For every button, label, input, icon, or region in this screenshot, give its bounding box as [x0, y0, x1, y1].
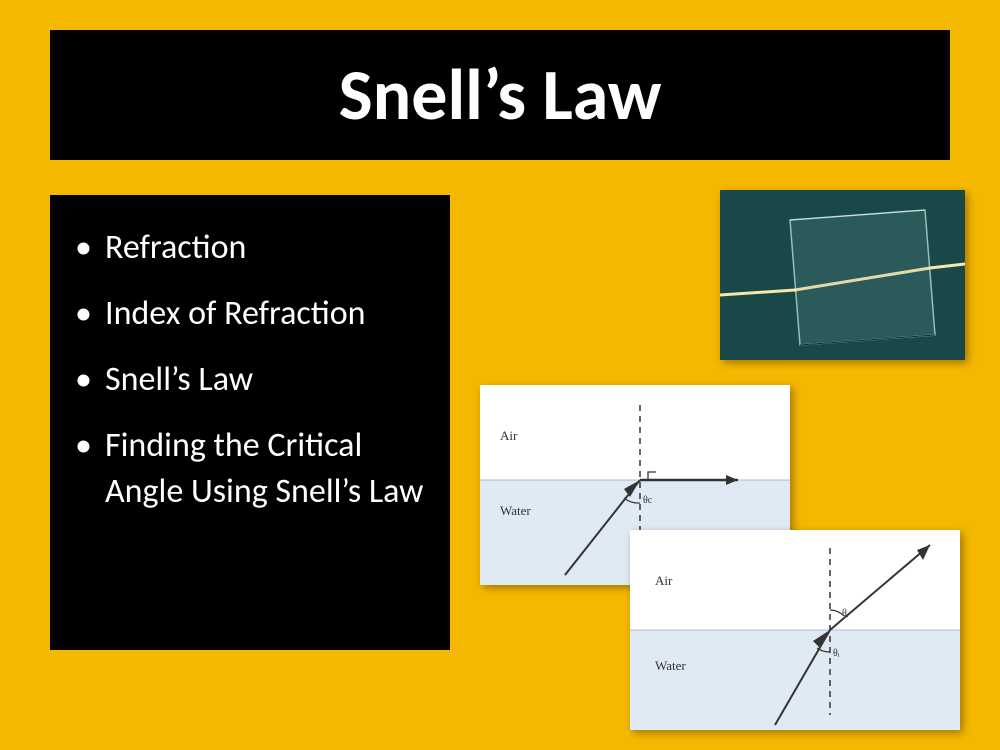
water-region: [630, 630, 960, 730]
water-label: Water: [500, 503, 531, 518]
air-label: Air: [500, 428, 518, 443]
list-item: Index of Refraction: [75, 291, 425, 337]
air-label: Air: [655, 573, 673, 588]
theta-r-label: θᵣ: [842, 608, 850, 619]
water-label: Water: [655, 658, 686, 673]
air-region: [480, 385, 790, 480]
air-region: [630, 530, 960, 630]
theta-i-label: θᵢ: [833, 648, 840, 659]
theta-c-label: θc: [643, 495, 653, 506]
refraction-diagram: Air Water θᵣ θᵢ: [630, 530, 960, 730]
bullet-box: Refraction Index of Refraction Snell’s L…: [50, 195, 450, 650]
list-item: Refraction: [75, 225, 425, 271]
refraction-photo: [720, 190, 965, 360]
title-box: Snell’s Law: [50, 30, 950, 160]
list-item: Snell’s Law: [75, 357, 425, 403]
bullet-list: Refraction Index of Refraction Snell’s L…: [75, 225, 425, 514]
slide-title: Snell’s Law: [339, 51, 662, 139]
list-item: Finding the Critical Angle Using Snell’s…: [75, 423, 425, 515]
